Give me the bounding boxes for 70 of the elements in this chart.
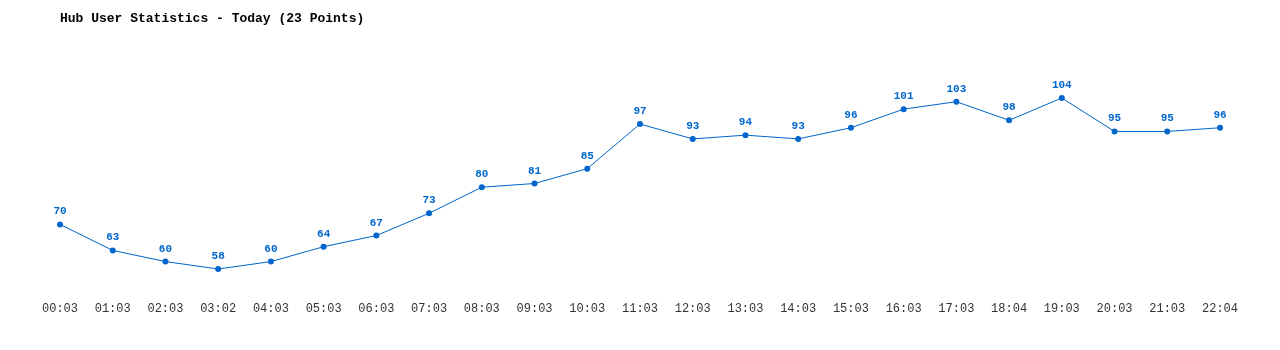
data-label: 60: [264, 242, 278, 255]
x-tick-label: 15:03: [832, 302, 869, 316]
data-label: 101: [893, 90, 914, 103]
x-tick-label: 13:03: [727, 302, 764, 316]
x-tick-label: 05:03: [305, 302, 342, 316]
x-tick-label: 19:03: [1043, 302, 1080, 316]
data-label: 63: [106, 231, 120, 244]
data-label: 96: [844, 108, 858, 121]
point: [531, 180, 538, 187]
x-tick-label: 10:03: [569, 302, 606, 316]
chart-title: Hub User Statistics - Today (23 Points): [60, 11, 365, 26]
point: [478, 184, 485, 191]
data-label: 64: [317, 227, 331, 240]
data-label: 103: [946, 82, 967, 95]
point: [637, 121, 643, 128]
x-tick-label: 02:03: [147, 302, 184, 316]
point: [426, 210, 433, 217]
x-tick-label: 03:02: [200, 302, 237, 316]
data-label: 73: [422, 194, 437, 207]
data-label: 94: [738, 116, 753, 129]
data-label: 98: [1002, 101, 1017, 114]
point: [320, 243, 327, 250]
point: [57, 221, 63, 228]
x-tick-label: 04:03: [252, 302, 289, 316]
x-tick-label: 00:03: [41, 302, 79, 316]
data-label: 58: [211, 250, 226, 262]
point: [373, 232, 380, 239]
data-label: 70: [53, 205, 67, 218]
point: [742, 132, 749, 139]
x-tick-label: 17:03: [938, 302, 975, 316]
x-tick-label: 12:03: [674, 302, 711, 316]
x-tick-label: 06:03: [358, 302, 395, 316]
x-tick-label: 01:03: [94, 302, 131, 316]
data-label: 80: [475, 168, 489, 181]
data-label: 95: [1107, 112, 1122, 125]
point: [584, 165, 591, 172]
data-label: 93: [791, 119, 806, 132]
point: [1111, 128, 1118, 135]
data-label: 97: [633, 105, 647, 118]
x-tick-label: 20:03: [1096, 302, 1133, 316]
data-label: 96: [1213, 108, 1227, 121]
x-tick-label: 14:03: [780, 302, 817, 316]
point: [267, 258, 274, 265]
data-label: 81: [527, 164, 542, 177]
point: [689, 135, 696, 142]
point: [1058, 95, 1065, 101]
data-label: 104: [1051, 79, 1073, 91]
x-tick-label: 21:03: [1149, 302, 1186, 316]
x-tick-label: 11:03: [621, 302, 659, 316]
point: [847, 124, 854, 131]
x-tick-label: 08:03: [463, 302, 500, 316]
point: [1164, 128, 1171, 135]
data-label: 93: [686, 119, 700, 132]
point: [953, 98, 960, 105]
point: [1006, 117, 1013, 124]
point: [1217, 124, 1223, 131]
point: [795, 135, 802, 142]
x-tick-label: 09:03: [516, 302, 553, 316]
point: [215, 266, 222, 272]
x-tick-label: 22:04: [1201, 302, 1239, 316]
x-tick-label: 07:03: [411, 302, 448, 316]
data-label: 95: [1160, 112, 1175, 125]
point: [900, 106, 907, 113]
point: [109, 247, 116, 254]
data-label: 85: [580, 149, 595, 162]
data-label: 60: [158, 242, 173, 255]
x-tick-label: 16:03: [885, 302, 922, 316]
x-tick-label: 18:04: [991, 302, 1028, 316]
data-label: 67: [369, 216, 383, 229]
point: [162, 258, 169, 265]
